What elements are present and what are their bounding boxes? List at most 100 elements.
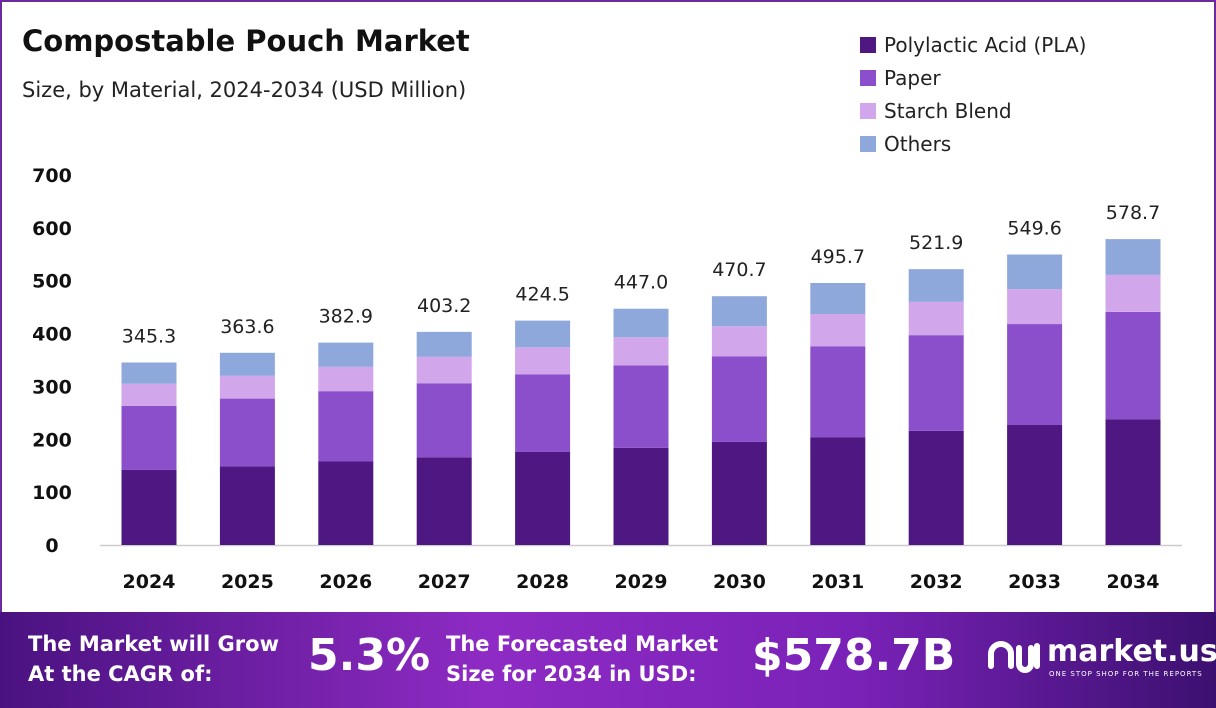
bar-segment: [613, 308, 669, 338]
total-label: 549.6: [1007, 217, 1061, 239]
bar-segment: [416, 383, 472, 458]
bar-segment: [810, 346, 866, 438]
x-tick-label: 2024: [123, 571, 176, 593]
bar-segment: [908, 269, 964, 302]
bar-segment: [318, 342, 374, 367]
bar-segment: [515, 347, 571, 375]
bar-segment: [416, 356, 472, 384]
bar-segment: [318, 391, 374, 462]
total-label: 578.7: [1106, 202, 1160, 224]
cagr-value: 5.3%: [308, 630, 431, 681]
bar-segment: [908, 430, 964, 545]
bar-segment: [810, 282, 866, 315]
y-tick-label: 600: [32, 218, 72, 240]
cagr-label: The Market will Grow At the CAGR of:: [28, 629, 279, 689]
x-tick-label: 2033: [1008, 571, 1061, 593]
legend-item: Others: [860, 127, 1086, 160]
x-tick-label: 2025: [221, 571, 274, 593]
y-tick-label: 100: [32, 482, 72, 504]
y-tick-label: 0: [45, 535, 58, 557]
bar-segment: [908, 335, 964, 431]
legend-label: Polylactic Acid (PLA): [884, 32, 1087, 57]
bar-segment: [515, 374, 571, 452]
bar-segment: [416, 331, 472, 357]
total-label: 521.9: [909, 232, 963, 254]
bar-segment: [711, 326, 767, 357]
bar-segment: [613, 447, 669, 545]
bar-segment: [219, 375, 275, 399]
cagr-label-line2: At the CAGR of:: [28, 662, 213, 686]
legend-swatch: [860, 36, 876, 53]
bar-segment: [1105, 419, 1161, 545]
bar-segment: [318, 366, 374, 392]
x-tick-label: 2026: [319, 571, 372, 593]
legend-label: Paper: [884, 65, 941, 90]
logo-icon: [988, 641, 1040, 673]
bar-segment: [1007, 324, 1063, 426]
chart-plot: 0 100 200 300 400 500 600 700 345.3 2024 363.6 2025…: [32, 165, 1182, 593]
bar-segment: [1105, 274, 1161, 312]
bar-segment: [711, 441, 767, 545]
bar-segment: [613, 337, 669, 366]
bar-segment: [1007, 289, 1063, 325]
x-tick-label: 2027: [418, 571, 471, 593]
total-label: 470.7: [712, 259, 766, 281]
bar-segment: [219, 466, 275, 545]
legend-item: Starch Blend: [860, 94, 1086, 127]
bar-segment: [515, 320, 571, 348]
x-tick-label: 2031: [811, 571, 864, 593]
bar-segment: [711, 356, 767, 442]
y-tick-label: 500: [32, 271, 72, 293]
bar-segment: [515, 451, 571, 545]
bar-segment: [1105, 239, 1161, 275]
x-tick-label: 2028: [516, 571, 569, 593]
legend-swatch: [860, 102, 876, 119]
total-label: 403.2: [417, 295, 471, 317]
bar-segment: [121, 383, 177, 406]
total-label: 495.7: [811, 246, 865, 268]
total-label: 382.9: [319, 306, 373, 328]
total-label: 345.3: [122, 325, 176, 347]
cagr-label-line1: The Market will Grow: [28, 632, 279, 656]
bar-segment: [810, 437, 866, 545]
total-label: 424.5: [515, 284, 569, 306]
bar-segment: [613, 365, 669, 448]
forecast-label-line2: Size for 2034 in USD:: [446, 662, 697, 686]
bar-segment: [219, 398, 275, 467]
bar-segment: [1007, 254, 1063, 290]
bar-segment: [1105, 311, 1161, 420]
footer-banner: The Market will Grow At the CAGR of: 5.3%…: [0, 612, 1216, 708]
legend-label: Others: [884, 131, 952, 156]
chart-subtitle: Size, by Material, 2024-2034 (USD Millio…: [22, 78, 467, 102]
legend: Polylactic Acid (PLA) Paper Starch Blend Ot…: [860, 28, 1086, 160]
bar-segment: [416, 457, 472, 545]
bar-segment: [219, 352, 275, 376]
bar-segment: [711, 296, 767, 327]
logo-name: market.us: [1047, 634, 1216, 669]
legend-swatch: [860, 69, 876, 86]
chart-title: Compostable Pouch Market: [22, 24, 470, 58]
bar-segment: [121, 405, 177, 470]
legend-item: Paper: [860, 61, 1086, 94]
logo-tagline: ONE STOP SHOP FOR THE REPORTS: [1049, 670, 1203, 678]
forecast-label-line1: The Forecasted Market: [446, 632, 719, 656]
forecast-value: $578.7B: [752, 630, 956, 681]
y-tick-label: 700: [32, 165, 72, 187]
y-tick-label: 300: [32, 376, 72, 398]
forecast-label: The Forecasted Market Size for 2034 in US…: [446, 629, 718, 689]
legend-swatch: [860, 135, 876, 152]
legend-item: Polylactic Acid (PLA): [860, 28, 1086, 61]
bar-segment: [908, 301, 964, 336]
bar-segment: [810, 314, 866, 347]
bar-segment: [121, 469, 177, 545]
bar-segment: [318, 461, 374, 545]
bar-segment: [121, 362, 177, 384]
legend-label: Starch Blend: [884, 98, 1012, 123]
x-tick-label: 2034: [1107, 571, 1160, 593]
y-tick-label: 200: [32, 429, 72, 451]
total-label: 447.0: [614, 272, 668, 294]
x-tick-label: 2032: [910, 571, 963, 593]
x-tick-label: 2030: [713, 571, 766, 593]
total-label: 363.6: [220, 316, 274, 338]
